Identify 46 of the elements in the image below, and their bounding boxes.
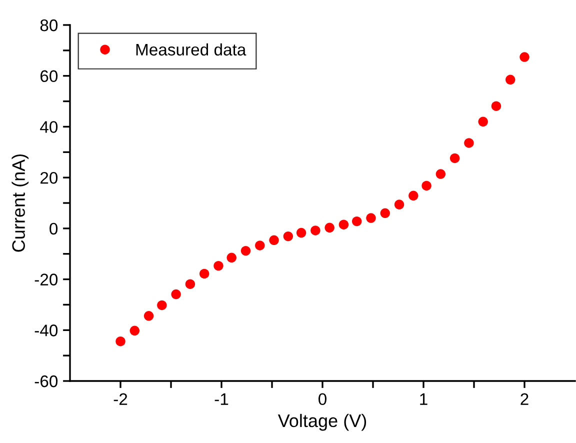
- y-tick-label: -40: [34, 324, 58, 336]
- point: [185, 279, 196, 289]
- y-axis-title: Current (nA): [12, 154, 29, 252]
- legend-label: Measured data: [136, 43, 246, 56]
- x-tick-label: 1: [420, 393, 428, 405]
- point: [144, 311, 154, 321]
- point: [324, 222, 334, 233]
- y-tick-label: 20: [40, 172, 58, 184]
- point: [408, 190, 418, 200]
- point: [214, 260, 224, 271]
- y-tick-label: 80: [40, 19, 58, 32]
- point: [283, 231, 294, 242]
- point: [352, 216, 362, 226]
- point: [171, 289, 181, 300]
- y-tick-label: 60: [40, 70, 58, 82]
- point: [240, 246, 251, 256]
- point: [506, 74, 516, 85]
- point: [157, 300, 167, 310]
- point: [130, 326, 140, 336]
- x-tick-label: 0: [318, 393, 326, 406]
- x-tick-label: -1: [214, 393, 228, 405]
- point: [310, 226, 320, 236]
- point: [436, 169, 446, 179]
- point: [116, 336, 126, 346]
- point: [226, 252, 236, 263]
- point: [394, 200, 404, 210]
- point: [464, 138, 474, 148]
- x-axis-title: Voltage (V): [278, 414, 366, 431]
- point: [478, 116, 488, 126]
- y-tick-label: -60: [34, 375, 58, 388]
- y-tick-label: 40: [40, 121, 58, 133]
- x-tick-label: 2: [520, 393, 528, 405]
- point: [450, 153, 460, 164]
- point: [338, 220, 349, 230]
- point: [422, 180, 432, 191]
- point: [520, 52, 530, 62]
- point: [380, 208, 390, 218]
- y-tick-label: -20: [34, 274, 58, 286]
- point: [366, 213, 376, 223]
- point: [491, 101, 502, 111]
- point: [255, 240, 265, 250]
- point: [269, 235, 279, 245]
- point: [199, 268, 210, 279]
- point: [296, 228, 306, 238]
- x-tick-label: -2: [114, 393, 128, 405]
- y-tick-label: 0: [50, 222, 58, 235]
